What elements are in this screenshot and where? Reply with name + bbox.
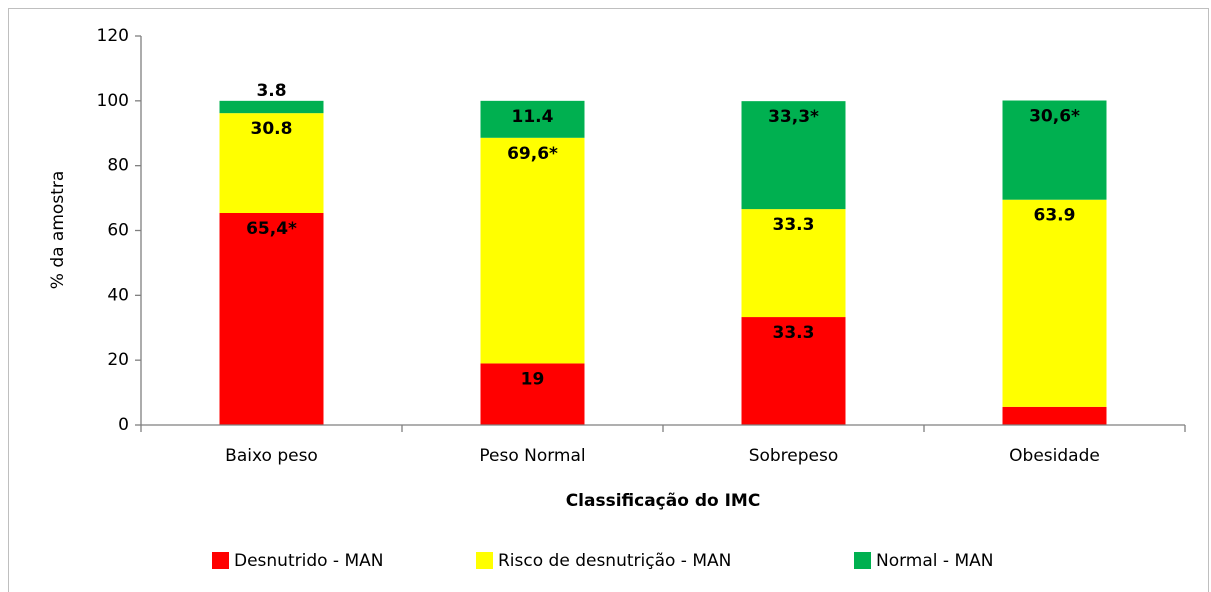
data-label: 19 [521,369,545,389]
bar-segment [1002,406,1107,425]
y-tick-label: 120 [97,26,129,46]
y-tick-label: 20 [107,350,129,370]
data-label: 33.3 [773,215,815,235]
chart-frame [8,8,1209,592]
data-label: 33.3 [773,323,815,343]
data-label: 33,3* [768,107,819,127]
data-label: 69,6* [507,144,558,164]
data-label: 65,4* [246,219,297,239]
y-tick-label: 0 [118,415,129,435]
bar-segment [480,137,585,364]
data-label: 63.9 [1034,206,1076,226]
bar-segment [219,113,324,213]
bar-segment [741,101,846,210]
y-tick-label: 60 [107,221,129,241]
legend-swatch [476,552,493,569]
legend-label: Normal - MAN [876,551,993,571]
x-tick-label: Peso Normal [479,446,585,466]
data-label: 30,6* [1029,107,1080,127]
x-tick-label: Baixo peso [225,446,318,466]
y-tick-label: 100 [97,91,129,111]
legend-swatch [854,552,871,569]
data-label: 30.8 [251,119,293,139]
legend-label: Desnutrido - MAN [234,551,383,571]
bar-segment [741,317,846,425]
bar-segment [1002,199,1107,407]
bar-segment [480,363,585,425]
x-axis-title: Classificação do IMC [566,491,761,511]
y-tick-label: 80 [107,156,129,176]
data-label: 3.8 [256,81,286,101]
x-tick-label: Obesidade [1009,446,1100,466]
legend-swatch [212,552,229,569]
bar-segment [219,212,324,425]
bar-segment [219,100,324,114]
y-axis-title: % da amostra [48,171,68,289]
y-tick-label: 40 [107,285,129,305]
x-tick-label: Sobrepeso [749,446,839,466]
data-label: 11.4 [512,107,554,127]
bar-segment [480,100,585,138]
legend-label: Risco de desnutrição - MAN [498,551,731,571]
bar-segment [1002,100,1107,200]
bar-segment [741,209,846,318]
